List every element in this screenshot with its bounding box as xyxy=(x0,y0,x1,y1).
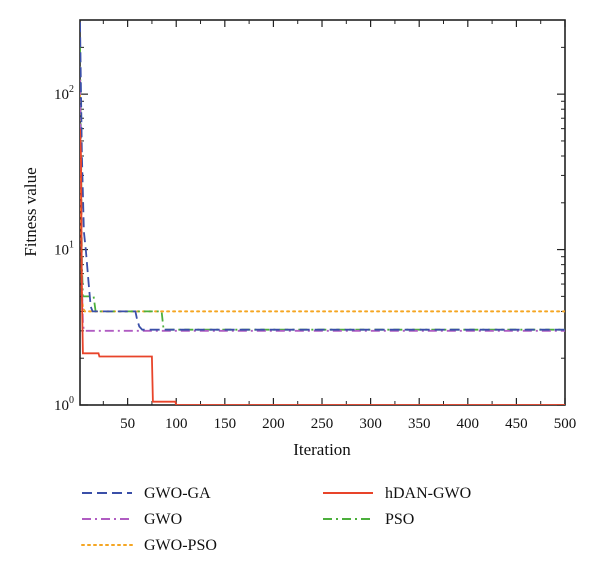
legend-label: GWO-GA xyxy=(144,485,211,502)
x-tick-label: 450 xyxy=(505,416,528,432)
y-axis-title: Fitness value xyxy=(21,167,40,256)
series-gwo-line xyxy=(80,66,565,332)
plot-frame xyxy=(79,19,566,406)
legend-label: hDAN-GWO xyxy=(385,485,471,502)
tick-labels: 50 100 150 200 250 300 350 400 450 500 100 101 102 xyxy=(54,84,576,432)
x-tick-label: 50 xyxy=(120,416,135,432)
legend-label: GWO xyxy=(144,511,182,528)
x-tick-label: 350 xyxy=(408,416,431,432)
series-layer xyxy=(80,22,565,405)
series-gwo-ga-line xyxy=(80,22,565,331)
x-tick-label: 500 xyxy=(554,416,577,432)
series-gwo-pso-line xyxy=(80,93,565,313)
x-tick-label: 100 xyxy=(165,416,188,432)
x-axis-title: Iteration xyxy=(293,440,351,459)
legend-label: GWO-PSO xyxy=(144,537,217,554)
plot-area xyxy=(79,19,566,406)
x-tick-label: 400 xyxy=(457,416,480,432)
series-pso-line xyxy=(80,47,565,331)
x-tick-label: 300 xyxy=(359,416,382,432)
x-tick-label: 200 xyxy=(262,416,285,432)
x-tick-label: 250 xyxy=(311,416,334,432)
axis-ticks xyxy=(80,19,566,406)
y-tick-label: 100 xyxy=(54,395,74,414)
series-hdan-gwo-line xyxy=(80,128,565,405)
y-tick-label: 102 xyxy=(54,84,74,103)
x-tick-label: 150 xyxy=(214,416,237,432)
legend: GWO-GA hDAN-GWO GWO PSO GWO-PSO xyxy=(81,485,471,554)
legend-label: PSO xyxy=(385,511,414,528)
y-tick-label: 101 xyxy=(54,240,74,259)
